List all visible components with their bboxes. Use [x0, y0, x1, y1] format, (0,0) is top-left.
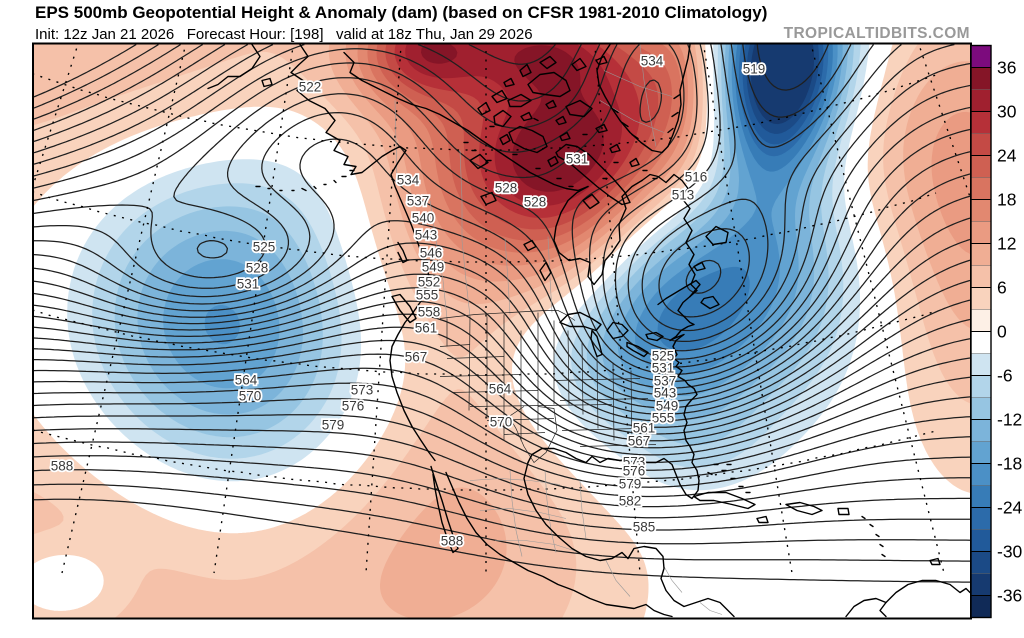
svg-text:537: 537: [407, 194, 430, 209]
svg-text:546: 546: [420, 246, 443, 261]
svg-text:-6: -6: [997, 366, 1013, 386]
svg-text:585: 585: [633, 520, 656, 535]
svg-text:0: 0: [997, 322, 1007, 342]
svg-text:522: 522: [299, 80, 322, 95]
svg-text:558: 558: [418, 305, 441, 320]
svg-text:525: 525: [652, 349, 675, 364]
svg-text:516: 516: [685, 170, 708, 185]
svg-text:588: 588: [441, 534, 464, 549]
svg-text:576: 576: [342, 399, 365, 414]
svg-text:555: 555: [652, 411, 675, 426]
svg-text:543: 543: [415, 228, 438, 243]
svg-text:36: 36: [997, 58, 1016, 78]
svg-text:30: 30: [997, 102, 1017, 122]
svg-text:576: 576: [623, 464, 646, 479]
svg-text:534: 534: [641, 54, 664, 69]
svg-text:549: 549: [656, 399, 679, 414]
svg-text:567: 567: [405, 350, 428, 365]
svg-text:531: 531: [237, 277, 260, 292]
svg-text:579: 579: [619, 477, 642, 492]
svg-text:573: 573: [351, 383, 374, 398]
svg-text:537: 537: [654, 374, 677, 389]
svg-text:564: 564: [489, 382, 512, 397]
svg-text:570: 570: [490, 415, 513, 430]
svg-text:552: 552: [418, 275, 441, 290]
svg-text:12: 12: [997, 234, 1016, 254]
svg-text:543: 543: [654, 386, 677, 401]
svg-text:525: 525: [253, 240, 276, 255]
svg-text:-12: -12: [997, 410, 1022, 430]
svg-text:528: 528: [524, 195, 547, 210]
svg-text:561: 561: [633, 421, 656, 436]
svg-text:555: 555: [416, 288, 439, 303]
svg-text:-18: -18: [997, 454, 1022, 474]
svg-text:540: 540: [412, 211, 435, 226]
svg-text:531: 531: [566, 152, 589, 167]
svg-text:534: 534: [397, 173, 420, 188]
svg-text:-36: -36: [997, 586, 1022, 606]
svg-text:513: 513: [672, 188, 695, 203]
svg-text:549: 549: [422, 260, 445, 275]
svg-text:561: 561: [415, 321, 438, 336]
svg-text:573: 573: [623, 455, 646, 470]
svg-text:18: 18: [997, 190, 1016, 210]
svg-text:528: 528: [246, 261, 269, 276]
svg-text:570: 570: [239, 389, 262, 404]
svg-text:531: 531: [652, 361, 675, 376]
svg-text:24: 24: [997, 146, 1017, 166]
svg-text:588: 588: [51, 459, 74, 474]
svg-text:528: 528: [495, 181, 518, 196]
svg-text:582: 582: [619, 494, 642, 509]
svg-text:519: 519: [743, 62, 766, 77]
svg-text:567: 567: [628, 434, 651, 449]
svg-text:-30: -30: [997, 542, 1023, 562]
svg-text:-24: -24: [997, 498, 1023, 518]
svg-text:564: 564: [235, 373, 258, 388]
svg-text:579: 579: [322, 418, 345, 433]
svg-text:6: 6: [997, 278, 1007, 298]
